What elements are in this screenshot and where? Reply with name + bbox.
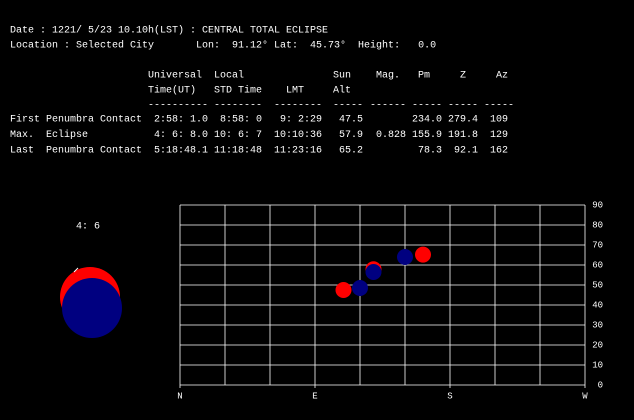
y-tick-label: 0 <box>598 380 603 390</box>
table-cell: 155.9 <box>412 130 442 141</box>
table-cell: 10: 6: 7 <box>214 130 262 141</box>
date-line: Date : 1221/ 5/23 10.10h(LST) : CENTRAL … <box>10 25 328 37</box>
table-cell: 2:58: 1.0 <box>154 115 208 126</box>
table-cell: 0.828 <box>376 130 406 141</box>
row-label: First Penumbra Contact <box>10 114 142 126</box>
table-header: Time(UT) <box>148 85 196 97</box>
table-header: ----- <box>412 101 442 112</box>
table-cell: 11:18:48 <box>214 146 262 157</box>
point <box>352 280 368 296</box>
table-header: Universal <box>148 70 202 82</box>
y-tick-label: 10 <box>592 360 603 370</box>
point <box>365 264 382 280</box>
table-cell: 162 <box>490 146 508 157</box>
contact-table: Universal Local Sun Mag. Pm Z Az Time(UT) STD Ti… <box>10 70 514 157</box>
table-header: Local <box>214 70 244 82</box>
location-line: Location : Selected City Lon: 91.12° Lat… <box>10 40 436 52</box>
x-tick-label: S <box>447 391 452 401</box>
direction-mark <box>73 267 79 273</box>
table-header: ------ <box>370 101 406 112</box>
y-tick-label: 40 <box>592 300 603 310</box>
y-tick-label: 70 <box>592 240 603 250</box>
table-cell: 109 <box>490 115 508 126</box>
table-cell: 129 <box>490 130 508 141</box>
table-header: LMT <box>286 86 304 97</box>
table-header: ----- <box>448 101 478 112</box>
table-header: ---------- <box>148 101 208 112</box>
point <box>335 282 352 298</box>
table-header: -------- <box>214 101 262 112</box>
table-cell: 11:23:16 <box>274 146 322 157</box>
table-header: ----- <box>333 101 363 112</box>
table-cell: 78.3 <box>418 146 442 157</box>
x-tick-label: E <box>312 391 317 401</box>
y-tick-label: 30 <box>592 320 603 330</box>
x-tick-label: N <box>177 391 182 401</box>
table-cell: 4: 6: 8.0 <box>154 130 208 141</box>
table-cell: 57.9 <box>339 130 363 141</box>
y-tick-label: 90 <box>592 200 603 210</box>
table-header: STD Time <box>214 85 262 97</box>
moon-disc <box>62 278 122 338</box>
table-cell: 92.1 <box>454 146 478 157</box>
table-header: Mag. <box>376 71 400 82</box>
table-header: -------- <box>274 101 322 112</box>
table-cell: 65.2 <box>339 146 363 157</box>
point <box>415 246 431 263</box>
table-cell: 191.8 <box>448 130 478 141</box>
x-tick-label: W <box>582 391 588 401</box>
table-header: Pm <box>418 71 430 82</box>
table-header: ----- <box>484 101 514 112</box>
table-cell: 10:10:36 <box>274 130 322 141</box>
table-cell: 279.4 <box>448 115 478 126</box>
row-label: Last Penumbra Contact <box>10 145 142 157</box>
table-cell: 8:58: 0 <box>220 115 262 126</box>
y-tick-label: 50 <box>592 280 603 290</box>
point <box>397 249 413 265</box>
y-tick-label: 60 <box>592 260 603 270</box>
table-cell: 5:18:48.1 <box>154 146 208 157</box>
table-cell: 234.0 <box>412 115 442 126</box>
table-cell: 9: 2:29 <box>280 115 322 126</box>
eclipse-time: 4: 6 <box>76 222 100 233</box>
table-header: Z <box>460 71 466 82</box>
table-cell: 47.5 <box>339 115 363 126</box>
table-header: Alt <box>333 85 351 97</box>
y-tick-label: 20 <box>592 340 603 350</box>
table-header: Sun <box>333 71 351 82</box>
sky-chart: 0 10 20 30 40 50 60 70 80 90 N E S W <box>177 200 603 401</box>
row-label: Max. Eclipse <box>10 129 88 141</box>
y-tick-label: 80 <box>592 220 603 230</box>
table-header: Az <box>496 71 508 82</box>
